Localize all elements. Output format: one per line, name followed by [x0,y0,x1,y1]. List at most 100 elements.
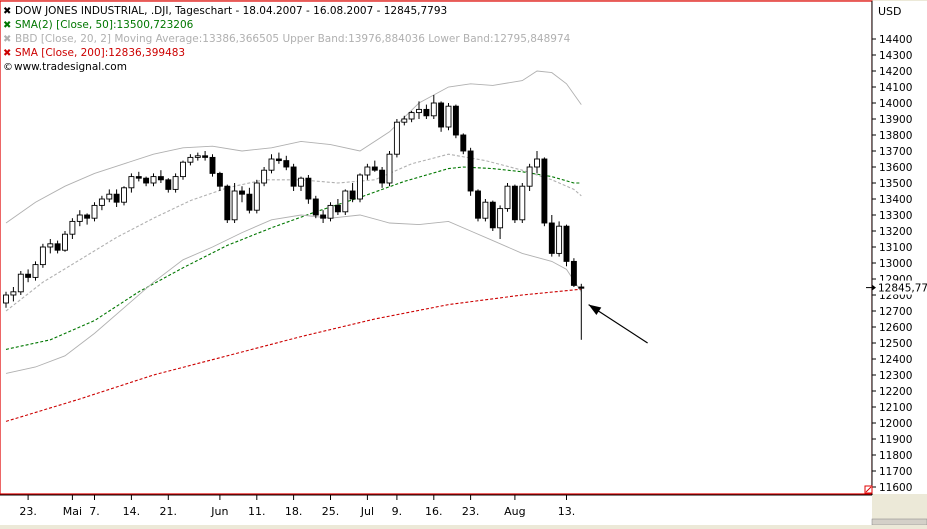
x-tick-label: Mai [63,505,82,518]
candle-15 [113,189,120,207]
scrollbar-stub[interactable] [871,518,927,526]
candle-body [460,134,467,152]
candle-body [312,198,319,216]
candle-body [54,243,61,251]
candle-body [239,190,245,195]
candle-body [106,193,113,200]
candle-body [541,158,548,224]
candle-38 [283,155,290,171]
x-tick-label: 11. [248,505,266,518]
candle-body [475,190,481,219]
candle-74 [548,215,555,257]
y-tick-label: 13500 [879,178,912,190]
candle-17 [128,173,135,193]
last-value: 12845,77 [866,280,927,295]
candle-27 [202,151,209,161]
y-tick-label: 12400 [879,354,912,366]
last-value-arrow-icon [872,284,876,291]
candle-body [121,187,127,203]
candle-body [393,121,400,155]
candle-body [401,118,408,123]
candle-body [497,208,504,229]
candle-body [452,105,459,136]
candle-body [445,105,452,128]
candle-65 [482,199,489,222]
candle-body [261,169,268,184]
y-tick-label: 14300 [879,50,912,62]
candle-body [194,155,201,158]
candle-body [98,198,105,206]
copyright-icon: © [3,62,13,73]
legend-entry-4: www.tradesignal.com [14,61,127,73]
candle-body [216,172,223,187]
candle-62 [460,133,467,155]
candle-body [253,182,260,211]
candle-1 [10,287,17,302]
candle-31 [231,183,238,223]
candle-body [290,166,297,187]
y-tick-label: 12700 [879,306,912,318]
candle-body [423,108,430,117]
y-tick-label: 12300 [879,370,912,382]
candle-71 [526,163,533,191]
candle-73 [541,157,548,227]
x-tick-label: 21. [160,505,178,518]
candle-body [327,204,334,219]
candle-68 [504,183,511,212]
candle-58 [430,95,437,119]
candle-body [357,174,363,200]
candle-7 [54,240,61,254]
x-tick-label: 16. [425,505,443,518]
candle-41 [305,175,312,204]
candle-body [320,214,327,219]
candle-75 [556,221,563,257]
candle-body [511,185,518,221]
candle-body [489,201,496,229]
candle-12 [91,202,98,222]
y-tick-label: 11900 [879,434,912,446]
candle-78 [578,283,585,340]
candle-body [268,158,275,171]
candle-body [364,166,371,176]
candle-66 [489,200,496,231]
candle-53 [393,119,400,158]
x-tick-label: Aug [504,505,525,518]
candle-body [209,156,216,174]
x-tick-label: Jul [360,505,374,518]
y-tick-label: 14000 [879,98,912,110]
candle-9 [69,218,76,239]
candle-47 [349,183,356,203]
x-tick-label: 7. [89,505,100,518]
candle-26 [194,152,201,161]
candle-body [298,177,304,187]
legend-marker-icon: ✖ [3,48,11,59]
candle-48 [357,173,363,203]
candle-8 [62,231,68,252]
y-tick-label: 11600 [879,482,912,494]
x-tick-label: 18. [285,505,303,518]
candle-28 [209,154,216,177]
candle-69 [511,184,518,223]
candle-body [438,102,445,128]
candle-body [342,190,349,213]
candle-body [10,291,17,296]
x-axis-ticks: 23. Mai 7. 14. 21. Jun 11. 18. 25. Jul 9. 16. 23. Aug… [19,495,575,518]
candle-5 [39,243,46,268]
x-tick-label: 23. [19,505,37,518]
candle-body [416,108,422,114]
legend: ✖ DOW JONES INDUSTRIAL, .DJI, Tageschart … [3,5,571,73]
candle-52 [386,151,393,187]
candle-29 [216,171,223,191]
candle-body [25,273,32,278]
candle-body [467,150,474,192]
candle-10 [76,210,83,227]
candle-body [76,214,83,222]
candle-23 [172,173,179,193]
candle-4 [32,261,39,281]
legend-marker-icon: ✖ [3,6,11,17]
candle-40 [298,176,304,191]
candle-72 [534,151,540,174]
candle-33 [246,187,253,214]
candle-body [519,185,526,221]
